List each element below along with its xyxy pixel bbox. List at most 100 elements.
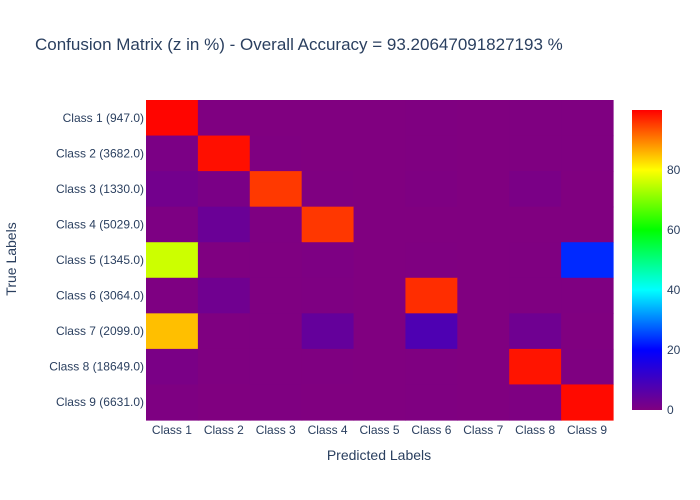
heatmap-cell [561, 135, 614, 172]
heatmap-cell [509, 100, 562, 137]
heatmap-cell [457, 277, 510, 314]
heatmap-cell [405, 135, 458, 172]
x-tick-label: Class 8 [515, 423, 555, 437]
heatmap-cell [405, 313, 458, 350]
x-tick-label: Class 3 [256, 423, 296, 437]
heatmap-cell [561, 100, 614, 137]
x-tick-label: Class 4 [308, 423, 348, 437]
heatmap-cell [457, 242, 510, 279]
heatmap-cell [301, 384, 355, 421]
y-tick-label: Class 8 (18649.0) [49, 360, 144, 374]
colorbar-tick-label: 20 [667, 343, 681, 357]
heatmap-cell [457, 348, 510, 386]
heatmap-cell [457, 384, 510, 421]
heatmap-cell [561, 277, 614, 314]
heatmap-cell [457, 100, 510, 137]
heatmap-cell [509, 384, 562, 421]
heatmap-cell [197, 348, 251, 386]
heatmap-cell [405, 206, 458, 243]
heatmap-cell [249, 135, 303, 172]
heatmap-cells [146, 100, 614, 421]
colorbar-tick-label: 40 [667, 283, 681, 297]
heatmap-cell [146, 100, 199, 137]
heatmap-cell [561, 242, 614, 279]
heatmap-cell [197, 100, 251, 137]
heatmap-cell [353, 100, 407, 137]
heatmap-cell [249, 100, 303, 137]
heatmap-cell [146, 171, 199, 208]
heatmap-cell [457, 313, 510, 350]
x-axis-ticks: Class 1 Class 2 Class 3 Class 4 Class 5 Class… [152, 423, 607, 437]
heatmap-cell [249, 348, 303, 386]
x-tick-label: Class 2 [204, 423, 244, 437]
heatmap-cell [457, 171, 510, 208]
heatmap-cell [249, 384, 303, 421]
heatmap-cell [561, 313, 614, 350]
heatmap-cell [301, 277, 355, 314]
colorbar-tick-label: 60 [667, 223, 681, 237]
heatmap-cell [353, 171, 407, 208]
heatmap-cell [301, 100, 355, 137]
heatmap-cell [249, 171, 303, 208]
heatmap-cell [146, 206, 199, 243]
y-tick-label: Class 7 (2099.0) [56, 324, 144, 338]
heatmap-cell [249, 277, 303, 314]
heatmap-cell [197, 277, 251, 314]
heatmap-cell [405, 348, 458, 386]
heatmap-cell [509, 348, 562, 386]
heatmap-cell [561, 206, 614, 243]
y-axis-ticks: Class 1 (947.0) Class 2 (3682.0) Class 3 (… [49, 111, 144, 409]
chart-title: Confusion Matrix (z in %) - Overall Accu… [35, 35, 563, 54]
x-tick-label: Class 1 [152, 423, 192, 437]
x-tick-label: Class 6 [411, 423, 451, 437]
x-tick-label: Class 9 [567, 423, 607, 437]
y-tick-label: Class 6 (3064.0) [56, 289, 144, 303]
y-tick-label: Class 4 (5029.0) [56, 217, 144, 231]
heatmap-cell [197, 171, 251, 208]
heatmap-cell [353, 313, 407, 350]
heatmap-cell [509, 171, 562, 208]
heatmap-cell [353, 206, 407, 243]
y-tick-label: Class 2 (3682.0) [56, 146, 144, 160]
heatmap-cell [249, 313, 303, 350]
heatmap-cell [405, 277, 458, 314]
x-axis-title: Predicted Labels [327, 447, 431, 463]
heatmap-cell [405, 384, 458, 421]
heatmap-cell [197, 135, 251, 172]
heatmap-cell [561, 171, 614, 208]
heatmap-cell [405, 100, 458, 137]
heatmap-cell [457, 206, 510, 243]
colorbar-tick-label: 80 [667, 163, 681, 177]
heatmap-cell [509, 135, 562, 172]
heatmap-cell [353, 135, 407, 172]
heatmap-cell [561, 384, 614, 421]
heatmap-cell [146, 313, 199, 350]
heatmap-cell [197, 384, 251, 421]
heatmap-cell [353, 348, 407, 386]
heatmap-cell [301, 313, 355, 350]
y-axis-title: True Labels [3, 222, 19, 295]
y-tick-label: Class 1 (947.0) [63, 111, 144, 125]
heatmap-cell [301, 348, 355, 386]
heatmap-cell [197, 206, 251, 243]
heatmap-cell [146, 384, 199, 421]
heatmap-cell [509, 313, 562, 350]
heatmap-cell [197, 242, 251, 279]
x-tick-label: Class 5 [359, 423, 399, 437]
heatmap-cell [509, 242, 562, 279]
heatmap-cell [146, 242, 199, 279]
y-tick-label: Class 3 (1330.0) [56, 182, 144, 196]
heatmap-cell [197, 313, 251, 350]
heatmap-cell [509, 206, 562, 243]
heatmap-cell [301, 171, 355, 208]
heatmap-cell [249, 206, 303, 243]
heatmap-cell [509, 277, 562, 314]
heatmap-cell [146, 348, 199, 386]
heatmap-cell [353, 277, 407, 314]
colorbar-tick-label: 0 [667, 403, 674, 417]
heatmap-cell [353, 242, 407, 279]
y-tick-label: Class 9 (6631.0) [56, 395, 144, 409]
heatmap-cell [353, 384, 407, 421]
colorbar-ticks: 0 20 40 60 80 [667, 163, 681, 417]
